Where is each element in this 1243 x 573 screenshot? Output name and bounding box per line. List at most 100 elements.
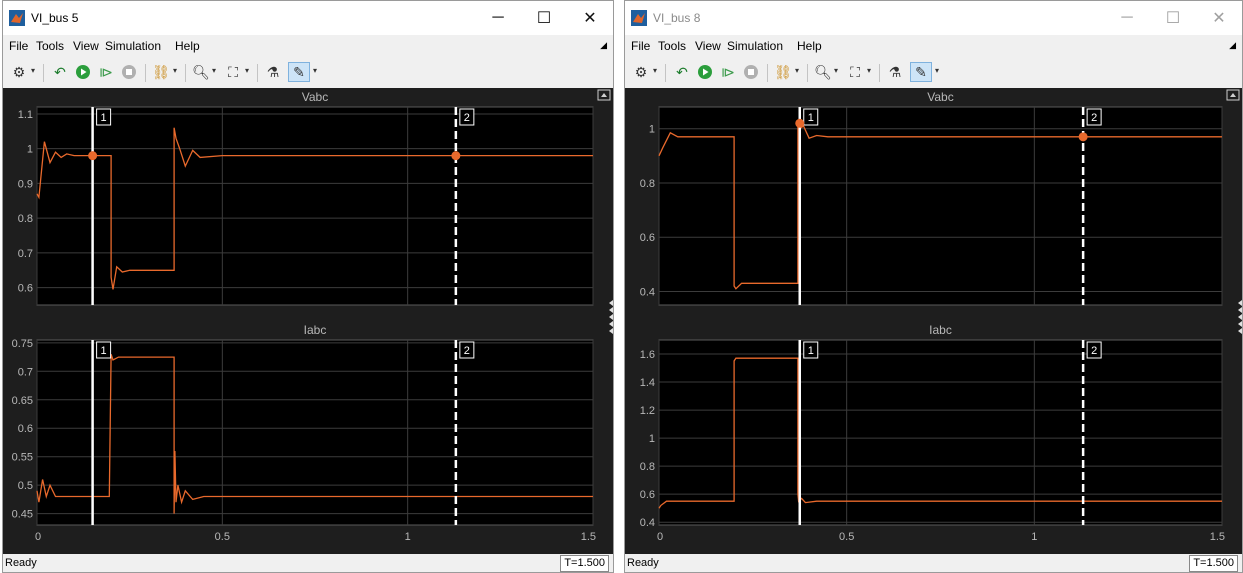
scope-plots: Vabc 0.6 0.7 0.8 0.9 1 1.1 1 2 Iabc 0 0.5 1 1.5 0.45 0.… (12, 89, 613, 543)
chevron-down-icon[interactable]: ▾ (173, 66, 178, 75)
minimize-button[interactable]: ─ (1121, 9, 1133, 26)
menu-bar: File Tools View Simulation Help ◢ (625, 37, 1242, 57)
highlight-icon[interactable]: ✎ (910, 62, 932, 82)
menu-simulation[interactable]: Simulation (105, 39, 162, 53)
y-tick-label: 0.5 (18, 480, 33, 492)
splitter-handle-icon (609, 321, 613, 327)
step-forward-icon[interactable]: ⧐ (721, 63, 735, 80)
gear-icon[interactable]: ⚙ (634, 63, 648, 80)
stop-icon[interactable] (119, 62, 139, 82)
splitter-handle-icon (609, 307, 613, 313)
toolbar-separator (807, 64, 808, 82)
splitter-handle-icon (609, 314, 613, 320)
cursor-label: 1 (808, 112, 814, 124)
splitter-handle-icon (1238, 328, 1242, 334)
scope-window-left: VI_bus 5 ─ ☐ ✕ File Tools View Simulatio… (2, 0, 614, 573)
chevron-down-icon[interactable]: ▾ (867, 66, 872, 75)
undock-arrow (1230, 93, 1236, 97)
toolbar-separator (665, 64, 666, 82)
chart-title: Iabc (929, 323, 952, 337)
y-tick-label: 0.9 (18, 178, 33, 190)
signal-select-icon[interactable]: ⛓ (152, 63, 170, 80)
chevron-down-icon[interactable]: ▾ (313, 66, 318, 75)
y-tick-label: 1 (27, 144, 33, 156)
menu-view[interactable]: View (73, 39, 99, 53)
axes-background (658, 339, 1223, 526)
close-button[interactable]: ✕ (583, 10, 597, 27)
series-line (36, 127, 593, 290)
step-back-icon[interactable]: ↶ (676, 63, 688, 80)
chevron-down-icon[interactable]: ▾ (935, 66, 940, 75)
stop-icon[interactable] (741, 62, 761, 82)
expand-menu-icon[interactable]: ◢ (1229, 40, 1236, 50)
y-tick-label: 0.7 (18, 248, 33, 260)
plot-area: Vabc 0.4 0.6 0.8 1 1 2 Iabc 0 0.5 1 1.5 0.4 0.6 0.8 1 1.… (625, 88, 1242, 554)
maximize-button[interactable]: ☐ (536, 10, 552, 27)
run-icon[interactable] (695, 62, 715, 82)
chevron-down-icon[interactable]: ▾ (834, 66, 839, 75)
y-tick-label: 1.1 (18, 109, 33, 121)
cursor-measure-icon[interactable]: ⚗ (266, 63, 280, 80)
status-text: Ready (5, 557, 37, 569)
window-title: VI_bus 5 (31, 11, 79, 25)
cursor-label: 2 (1091, 345, 1097, 357)
y-tick-label: 1.6 (640, 349, 655, 361)
signal-select-icon[interactable]: ⛓ (774, 63, 792, 80)
x-tick-label: 0.5 (839, 531, 854, 543)
y-tick-label: 0.6 (640, 232, 655, 244)
gear-icon[interactable]: ⚙ (12, 63, 26, 80)
toolbar-separator (257, 64, 258, 82)
step-forward-icon[interactable]: ⧐ (99, 63, 113, 80)
menu-file[interactable]: File (631, 39, 651, 53)
menu-file[interactable]: File (9, 39, 29, 53)
minimize-button[interactable]: ─ (492, 9, 504, 26)
chevron-down-icon[interactable]: ▾ (212, 66, 217, 75)
chevron-down-icon[interactable]: ▾ (653, 66, 658, 75)
maximize-button[interactable]: ☐ (1165, 10, 1181, 27)
menu-view[interactable]: View (695, 39, 721, 53)
cursor-label-box (459, 341, 475, 359)
simulation-time: T=1.500 (1189, 555, 1238, 572)
cursor-measure-icon[interactable]: ⚗ (888, 63, 902, 80)
zoom-in-icon[interactable]: 🔍︎ (192, 63, 210, 80)
zoom-fit-icon[interactable]: ⛶ (850, 63, 860, 80)
status-bar: Ready T=1.500 (3, 554, 613, 572)
cursor-label: 2 (464, 345, 470, 357)
cursor-label-box (1086, 108, 1102, 126)
chart-panel-vabc: Vabc 0.6 0.7 0.8 0.9 1 1.1 1 2 (18, 90, 594, 306)
cursor-label: 2 (1091, 112, 1097, 124)
chart-title: Iabc (304, 323, 327, 337)
y-tick-label: 0.8 (18, 213, 33, 225)
splitter-handle-icon (609, 300, 613, 306)
axes-background (36, 106, 594, 306)
menu-tools[interactable]: Tools (36, 39, 65, 53)
chart-panel-vabc: Vabc 0.4 0.6 0.8 1 1 2 (640, 90, 1223, 306)
toolbar: ⚙ ▾ ↶ ⧐ ⛓ ▾ 🔍︎ ▾ ⛶ ▾ ⚗ ✎ ▾ (3, 58, 613, 86)
series-line (658, 357, 1222, 509)
highlight-icon[interactable]: ✎ (288, 62, 310, 82)
cursor-label: 1 (808, 345, 814, 357)
menu-simulation[interactable]: Simulation (727, 39, 784, 53)
y-tick-label: 0.6 (640, 489, 655, 501)
chart-title: Vabc (927, 90, 953, 104)
chevron-down-icon[interactable]: ▾ (245, 66, 250, 75)
toolbar-separator (879, 64, 880, 82)
cursor-label: 1 (101, 345, 107, 357)
menu-tools[interactable]: Tools (658, 39, 687, 53)
y-tick-label: 0.8 (640, 178, 655, 190)
scope-window-right: VI_bus 8 ─ ☐ ✕ File Tools View Simulatio… (624, 0, 1243, 573)
y-tick-label: 1 (649, 124, 655, 136)
menu-bar: File Tools View Simulation Help ◢ (3, 37, 613, 57)
zoom-fit-icon[interactable]: ⛶ (228, 63, 238, 80)
menu-help[interactable]: Help (797, 39, 822, 53)
chart-title: Vabc (302, 90, 328, 104)
menu-help[interactable]: Help (175, 39, 200, 53)
zoom-in-icon[interactable]: 🔍︎ (814, 63, 832, 80)
expand-menu-icon[interactable]: ◢ (600, 40, 607, 50)
run-icon[interactable] (73, 62, 93, 82)
cursor-marker (451, 151, 461, 161)
close-button[interactable]: ✕ (1212, 10, 1226, 27)
chevron-down-icon[interactable]: ▾ (31, 66, 36, 75)
chevron-down-icon[interactable]: ▾ (795, 66, 800, 75)
step-back-icon[interactable]: ↶ (54, 63, 66, 80)
